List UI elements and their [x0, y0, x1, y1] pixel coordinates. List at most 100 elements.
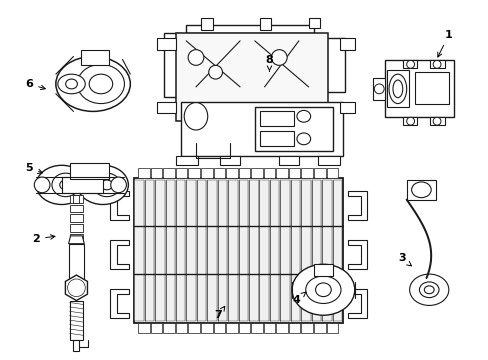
Text: 4: 4 — [292, 292, 305, 305]
Bar — [251, 168, 262, 178]
Bar — [207, 180, 216, 321]
Bar — [69, 214, 83, 222]
Bar — [402, 60, 417, 68]
Bar — [386, 70, 408, 108]
Polygon shape — [65, 275, 87, 301]
Bar — [73, 340, 79, 351]
Ellipse shape — [52, 173, 79, 197]
Ellipse shape — [291, 264, 354, 315]
Bar — [339, 38, 354, 50]
Bar — [176, 168, 187, 178]
Bar — [165, 180, 175, 321]
Bar — [217, 180, 227, 321]
Text: 7: 7 — [214, 306, 224, 320]
Bar — [238, 323, 250, 333]
Bar — [279, 156, 298, 165]
Bar — [61, 177, 102, 193]
Ellipse shape — [101, 180, 112, 190]
Bar — [288, 323, 300, 333]
Bar — [406, 180, 435, 199]
Bar — [263, 168, 275, 178]
Bar — [176, 180, 185, 321]
Bar — [81, 50, 108, 66]
Bar — [220, 156, 240, 165]
Bar — [238, 180, 247, 321]
Bar — [201, 18, 212, 30]
Ellipse shape — [110, 177, 126, 193]
Bar — [259, 18, 271, 30]
Polygon shape — [347, 240, 367, 269]
Ellipse shape — [315, 283, 330, 297]
Ellipse shape — [188, 50, 203, 65]
Bar — [318, 156, 339, 165]
Bar — [248, 180, 258, 321]
Ellipse shape — [67, 279, 85, 297]
Bar — [69, 195, 83, 203]
Bar — [313, 168, 325, 178]
Bar — [176, 156, 198, 165]
Polygon shape — [109, 289, 129, 318]
Ellipse shape — [406, 117, 414, 125]
Ellipse shape — [77, 64, 124, 104]
Bar — [326, 168, 337, 178]
Ellipse shape — [296, 133, 310, 145]
Ellipse shape — [424, 286, 433, 294]
Ellipse shape — [432, 60, 440, 68]
Ellipse shape — [411, 182, 430, 198]
Bar — [313, 323, 325, 333]
Bar — [150, 323, 162, 333]
Bar — [155, 180, 164, 321]
Ellipse shape — [56, 57, 130, 111]
Bar — [69, 234, 83, 242]
Bar — [288, 168, 300, 178]
Bar — [69, 301, 83, 340]
Bar — [254, 107, 332, 150]
Bar — [69, 204, 83, 212]
Bar — [238, 168, 250, 178]
Bar — [225, 168, 237, 178]
Polygon shape — [347, 191, 367, 220]
Ellipse shape — [392, 80, 402, 98]
Bar — [276, 168, 287, 178]
Bar — [259, 131, 293, 146]
Bar — [269, 180, 279, 321]
Bar — [138, 168, 149, 178]
Ellipse shape — [271, 50, 286, 65]
Polygon shape — [109, 191, 129, 220]
Ellipse shape — [89, 74, 112, 94]
Bar — [213, 168, 224, 178]
Bar — [402, 117, 417, 125]
Polygon shape — [347, 289, 367, 318]
Ellipse shape — [34, 177, 50, 193]
Ellipse shape — [65, 79, 77, 89]
Bar — [163, 168, 175, 178]
Bar — [163, 323, 175, 333]
Bar — [176, 323, 187, 333]
Ellipse shape — [77, 165, 128, 204]
Bar — [188, 323, 200, 333]
Bar — [259, 180, 268, 321]
Bar — [301, 323, 312, 333]
Bar — [322, 180, 331, 321]
Bar — [186, 25, 313, 33]
Bar — [68, 244, 84, 288]
Bar — [429, 117, 444, 125]
Bar — [414, 72, 448, 104]
Bar — [134, 180, 143, 321]
Bar — [326, 323, 337, 333]
Polygon shape — [109, 240, 129, 269]
Ellipse shape — [60, 180, 71, 190]
Bar — [150, 168, 162, 178]
Ellipse shape — [58, 74, 85, 94]
Bar — [311, 180, 321, 321]
Bar — [385, 60, 453, 117]
Ellipse shape — [36, 165, 87, 204]
Bar — [308, 18, 320, 28]
Ellipse shape — [296, 111, 310, 122]
Bar — [259, 111, 293, 126]
Bar — [201, 168, 212, 178]
Bar — [138, 323, 149, 333]
Bar — [373, 78, 385, 100]
Bar — [323, 38, 344, 92]
Bar — [163, 33, 181, 97]
